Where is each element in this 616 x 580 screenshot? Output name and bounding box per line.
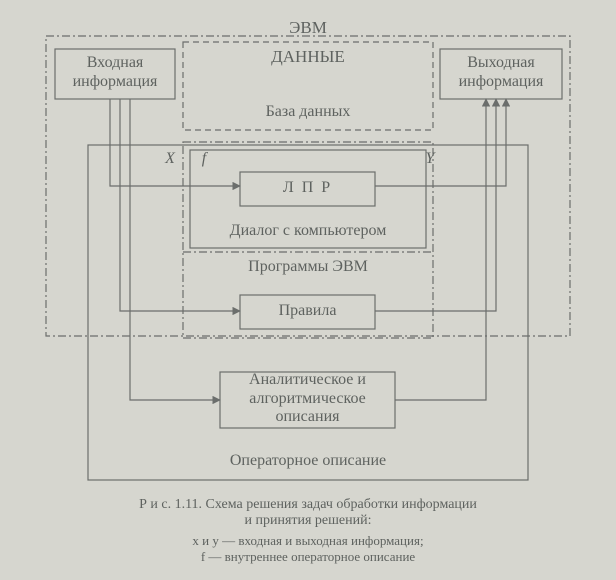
arrow-2 <box>130 99 220 400</box>
box-output-text: информация <box>301 73 616 91</box>
box-input-text: информация <box>0 73 315 91</box>
box-analytic-text: Аналитическое и <box>108 371 508 389</box>
title-programs: Программы ЭВМ <box>108 258 508 276</box>
arrow-4 <box>375 99 496 311</box>
caption-line3: x и y — входная и выходная информация; <box>108 534 508 549</box>
title-opdesc: Операторное описание <box>108 452 508 470</box>
box-analytic-text: алгоритмическое <box>108 390 508 408</box>
box-lpr-text: Л П Р <box>108 179 508 197</box>
caption-line2: и принятия решений: <box>108 513 508 529</box>
title-data: ДАННЫЕ <box>108 47 508 67</box>
box-analytic-text: описания <box>108 408 508 426</box>
title-dialog: Диалог с компьютером <box>108 222 508 240</box>
diagram-stage: ВходнаяинформацияВыходнаяинформацияЛ П Р… <box>0 0 616 580</box>
arrow-1 <box>120 99 240 311</box>
caption-line1: Р и с. 1.11. Схема решения задач обработ… <box>108 497 508 513</box>
box-rules-text: Правила <box>108 302 508 320</box>
caption-line4: f — внутреннее операторное описание <box>108 550 508 565</box>
edgelabel-Y: Y <box>230 150 616 168</box>
arrow-5 <box>395 99 486 400</box>
title-db: База данных <box>108 103 508 121</box>
title-evm: ЭВМ <box>108 18 508 38</box>
